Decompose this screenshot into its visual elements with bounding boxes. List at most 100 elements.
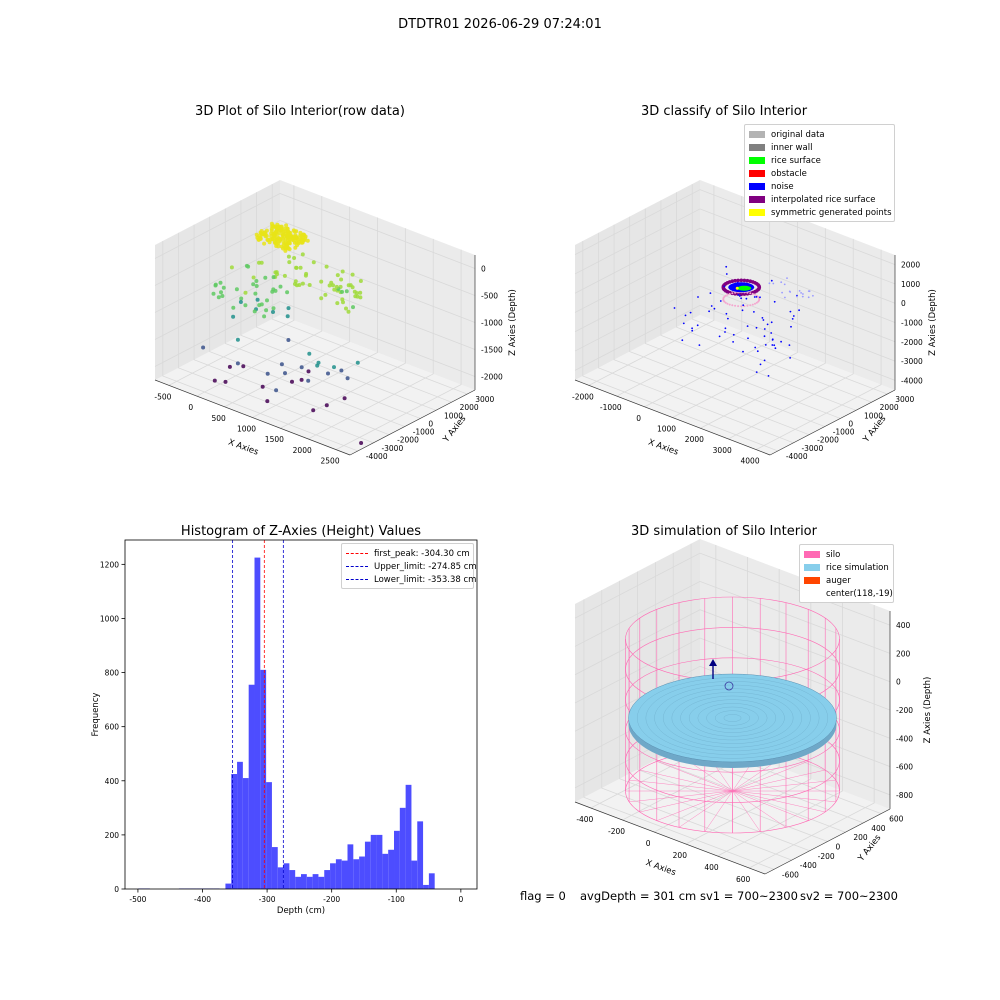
p4-y-tick-label: 400 <box>871 824 886 833</box>
noise-point <box>763 328 766 330</box>
raw-point <box>255 297 260 302</box>
p4-grid-x <box>685 581 812 845</box>
y-tick-label: 0 <box>114 885 119 894</box>
raw-point <box>246 264 251 269</box>
noise-point <box>725 273 728 275</box>
p2-grid-x <box>588 185 715 386</box>
noise-point <box>742 350 744 353</box>
raw-point <box>331 283 335 288</box>
noise-point <box>771 344 774 346</box>
p2-x-tick-label: -2000 <box>572 392 594 401</box>
noise-point <box>773 300 776 303</box>
noise-point <box>770 279 773 282</box>
histogram-bar <box>364 841 371 889</box>
p2-grid-z <box>574 227 896 304</box>
raw-point <box>221 285 226 290</box>
symmetric-generated-point <box>735 286 739 290</box>
p4-y-tick-label: 600 <box>889 815 904 824</box>
raw-point <box>344 289 349 294</box>
raw-point <box>273 229 278 234</box>
raw-point <box>358 295 363 300</box>
noise-point <box>770 321 773 324</box>
noise-point <box>698 344 701 346</box>
raw-point <box>229 265 234 270</box>
p1-grid-z <box>154 220 476 296</box>
noise-point <box>745 297 748 300</box>
p2-x-axis-line <box>574 379 771 456</box>
histogram-bar <box>341 860 348 889</box>
y-axis-label: Frequency <box>91 693 101 737</box>
raw-point <box>327 283 332 288</box>
raw-point <box>285 226 290 231</box>
panel2-3d-classify: -2000-100001000200030004000-4000-3000-20… <box>572 180 938 466</box>
histogram-bar <box>405 784 412 889</box>
histogram-bar <box>347 844 354 889</box>
noise-point <box>761 317 764 319</box>
raw-point <box>275 225 280 230</box>
raw-point <box>234 287 239 292</box>
noise-point <box>738 295 741 297</box>
p4-grid-y <box>654 562 846 833</box>
raw-point <box>277 231 282 236</box>
silo-floor-spoke <box>732 769 826 792</box>
p4-z-tick-label: 0 <box>896 678 901 687</box>
rice-mesh-ring <box>654 684 811 752</box>
p2-z-tick-label: 0 <box>901 299 906 308</box>
x-tick-label: -500 <box>129 895 146 904</box>
raw-point <box>265 237 270 242</box>
raw-point <box>281 246 285 251</box>
legend-swatch <box>749 157 765 164</box>
p2-y-tick-label: 2000 <box>880 403 899 412</box>
legend-label: noise <box>771 181 794 192</box>
raw-point <box>293 282 297 286</box>
p1-x-axis-line <box>154 379 351 456</box>
p4-y-tick-label: 0 <box>836 843 841 852</box>
p2-grid-z <box>574 189 896 266</box>
silo-floor-spoke <box>732 790 787 828</box>
p1-grid-y <box>240 200 437 411</box>
legend-item: auger <box>804 574 888 587</box>
silo-floor-spoke <box>732 761 809 792</box>
raw-point <box>359 441 364 445</box>
noise-point <box>759 296 761 299</box>
raw-point <box>262 230 267 235</box>
noise-point <box>681 339 684 342</box>
histogram-bar <box>260 669 267 889</box>
p4-grid-z <box>574 609 891 683</box>
p1-z-tick-label: -2000 <box>481 373 503 382</box>
noise-point <box>755 296 758 298</box>
p4-y-tick-label: -400 <box>800 861 817 870</box>
p1-y-tick-label: 2000 <box>460 403 479 412</box>
panel1-3d-scatter: -50005001000150020002500-4000-3000-2000-… <box>154 180 518 466</box>
raw-point <box>223 379 228 384</box>
noise-point <box>708 310 710 313</box>
p1-y-tick-label: 0 <box>428 419 433 428</box>
raw-point <box>286 254 291 259</box>
symmetric-point <box>734 304 737 307</box>
p1-grid-z <box>154 274 476 350</box>
histogram-bar <box>370 834 377 889</box>
p1-grid-y <box>193 224 390 436</box>
panel4-3d-simulation: -400-2000200400600-600-400-2000200400600… <box>574 539 933 884</box>
p1-y-tick-label: -2000 <box>397 436 419 445</box>
y-tick-label: 1200 <box>100 560 119 569</box>
histogram-bar <box>411 860 418 889</box>
symmetric-point <box>726 302 729 305</box>
noise-point <box>783 283 786 286</box>
histogram-bar <box>359 856 365 889</box>
p4-y-tick-label: 200 <box>853 833 868 842</box>
p2-z-axis-label: Z Axies (Depth) <box>928 289 938 356</box>
histogram-bar <box>283 863 290 889</box>
p4-z-tick-label: -800 <box>896 791 913 800</box>
silo-floor-spoke <box>732 790 826 813</box>
p1-x-tick-label: -500 <box>154 392 171 401</box>
p2-grid-y <box>644 208 841 419</box>
p2-grid-y <box>582 240 778 452</box>
x-tick-label: -300 <box>259 895 276 904</box>
p4-grid-x <box>653 569 780 833</box>
silo-floor-spoke <box>656 790 733 821</box>
legend-swatch <box>749 183 765 190</box>
histogram-bar <box>237 761 243 889</box>
p4-x-axis-label: X Axies <box>644 858 677 878</box>
p2-x-tick-label: 1000 <box>657 425 676 434</box>
